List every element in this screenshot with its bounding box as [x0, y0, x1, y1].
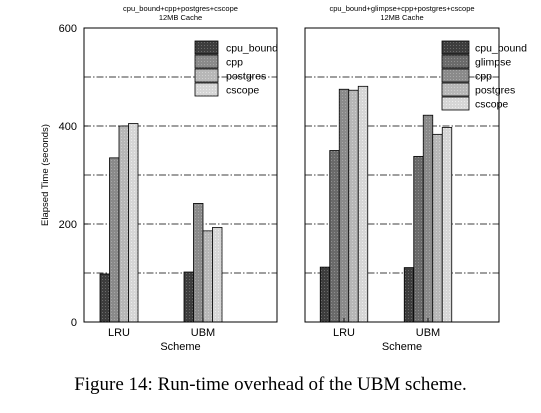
bar-cpu_bound-lru — [319, 266, 331, 323]
plot-frame — [304, 27, 500, 323]
bar-cscope-lru — [128, 123, 139, 323]
legend-swatch-cscope — [441, 96, 470, 111]
plot-frame — [83, 27, 278, 323]
legend-swatch-cpp — [441, 68, 470, 83]
legend-label-cpu_bound: cpu_bound — [475, 43, 527, 55]
x-tick-label: LRU — [108, 327, 130, 339]
bar-postgres-lru — [118, 125, 129, 323]
y-tick-label: 0 — [71, 317, 77, 329]
legend-swatch-glimpse — [441, 54, 470, 69]
bar-postgres-ubm — [202, 230, 213, 323]
bar-cpp-ubm — [422, 114, 434, 323]
legend-label-cpp: cpp — [475, 71, 492, 83]
figure-caption: Figure 14: Run-time overhead of the UBM … — [74, 374, 467, 395]
legend-label-postgres: postgres — [226, 71, 266, 83]
bar-cpu_bound-ubm — [403, 267, 415, 323]
legend-swatch-cpu_bound — [441, 40, 470, 55]
bar-cpp-ubm — [193, 203, 204, 323]
legend-label-cscope: cscope — [475, 99, 508, 111]
x-tick-label: UBM — [191, 327, 215, 339]
bar-glimpse-lru — [329, 150, 340, 323]
bar-cpu_bound-lru — [99, 273, 110, 323]
legend-label-glimpse: glimpse — [475, 57, 511, 69]
legend-label-cscope: cscope — [226, 85, 259, 97]
x-axis-label: Scheme — [382, 341, 422, 353]
bar-cscope-ubm — [441, 127, 453, 323]
legend-swatch-postgres — [441, 82, 470, 97]
x-tick-label: UBM — [416, 327, 440, 339]
bar-cpp-lru — [109, 157, 120, 323]
chart-panel-2: cpu_bound+glimpse+cpp+postgres+cscope12M… — [304, 4, 527, 353]
legend-swatch-cpu_bound — [194, 40, 219, 55]
legend-label-cpp: cpp — [226, 57, 243, 69]
x-tick-label: LRU — [333, 327, 355, 339]
bar-postgres-lru — [348, 89, 359, 323]
legend-label-cpu_bound: cpu_bound — [226, 43, 278, 55]
y-tick-label: 400 — [59, 121, 77, 133]
y-axis-label: Elapsed Time (seconds) — [40, 124, 51, 226]
x-axis-label: Scheme — [160, 341, 200, 353]
bar-postgres-ubm — [432, 133, 443, 323]
y-tick-label: 600 — [59, 23, 77, 35]
legend-label-postgres: postgres — [475, 85, 515, 97]
chart-title: cpu_bound+cpp+postgres+cscope — [123, 4, 238, 13]
legend-swatch-cscope — [194, 82, 219, 97]
chart-title: cpu_bound+glimpse+cpp+postgres+cscope — [329, 4, 474, 13]
legend-swatch-postgres — [194, 68, 219, 83]
chart-subtitle: 12MB Cache — [159, 13, 202, 22]
bar-cpp-lru — [338, 88, 350, 323]
bar-cpu_bound-ubm — [183, 271, 194, 323]
bar-glimpse-ubm — [413, 155, 424, 323]
y-tick-label: 200 — [59, 219, 77, 231]
legend-swatch-cpp — [194, 54, 219, 69]
bar-cscope-ubm — [212, 227, 223, 323]
bar-cscope-lru — [357, 85, 369, 323]
chart-subtitle: 12MB Cache — [380, 13, 423, 22]
